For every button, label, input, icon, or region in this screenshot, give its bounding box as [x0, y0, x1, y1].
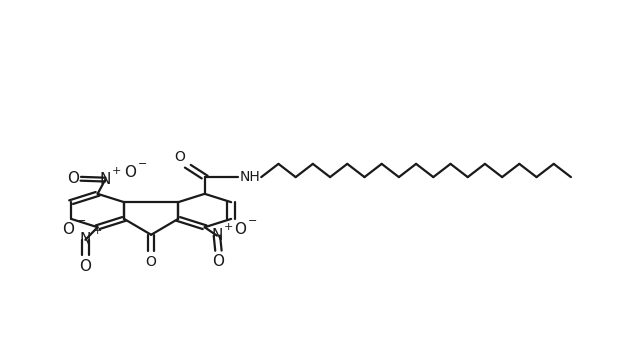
Text: N: N — [211, 228, 223, 243]
Text: O: O — [234, 222, 246, 237]
Text: +: + — [224, 222, 234, 232]
Text: −: − — [138, 159, 147, 170]
Text: O: O — [174, 151, 185, 165]
Text: +: + — [112, 166, 122, 176]
Text: NH: NH — [239, 170, 260, 184]
Text: −: − — [248, 216, 257, 226]
Text: O: O — [79, 259, 92, 274]
Text: O: O — [67, 171, 79, 186]
Text: O: O — [212, 254, 225, 270]
Text: N: N — [80, 232, 91, 247]
Text: O: O — [146, 255, 157, 269]
Text: O: O — [63, 222, 74, 237]
Text: O: O — [124, 165, 136, 180]
Text: +: + — [92, 226, 102, 236]
Text: −: − — [77, 216, 86, 226]
Text: N: N — [100, 172, 111, 187]
